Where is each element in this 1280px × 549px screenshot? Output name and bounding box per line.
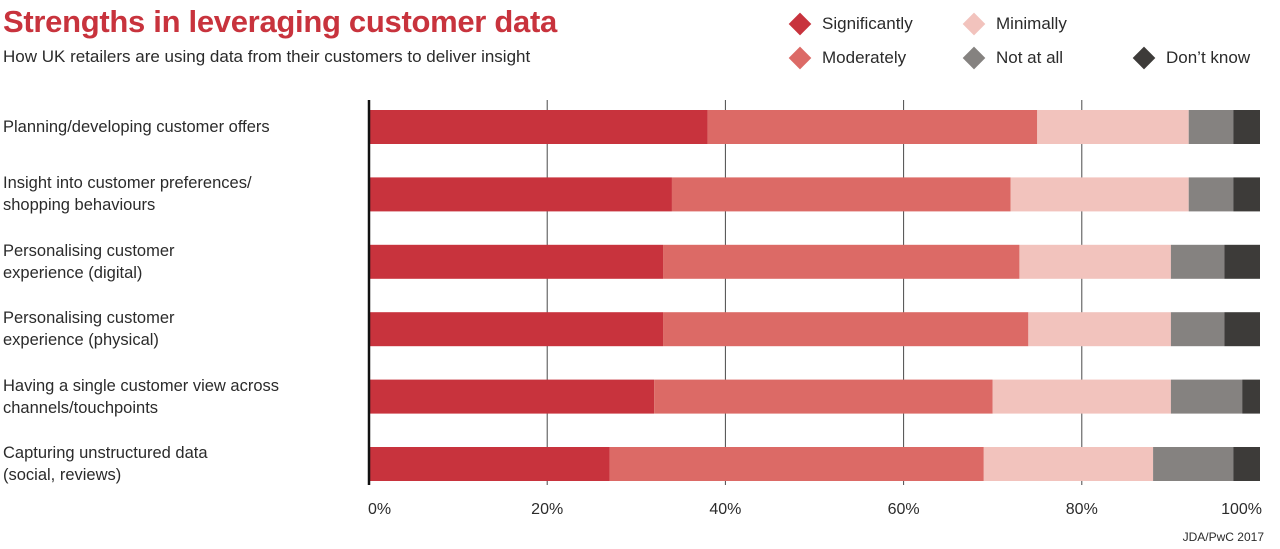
category-label-line: Personalising customer: [3, 241, 175, 260]
category-label: Insight into customer preferences/shoppi…: [3, 172, 252, 216]
category-label-line: Planning/developing customer offers: [3, 118, 270, 136]
bar-segment: [1037, 110, 1189, 144]
legend-label: Minimally: [996, 14, 1067, 33]
chart-title: Strengths in leveraging customer data: [3, 4, 557, 39]
category-label: Personalising customer experience (physic…: [3, 307, 175, 351]
legend-label: Don’t know: [1166, 48, 1251, 67]
bar-segment: [1028, 312, 1171, 347]
legend-item-moderately: Moderately: [788, 46, 906, 70]
category-label-line: Capturing unstructured data: [3, 444, 208, 462]
x-tick-label: 0%: [368, 501, 391, 518]
bar-segment: [369, 447, 610, 481]
bar-segment: [1233, 447, 1260, 481]
legend-label: Not at all: [996, 48, 1064, 67]
category-label: Personalising customer experience (digita…: [3, 240, 175, 284]
category-label-line: Personalising customer: [3, 309, 175, 328]
bar-segment: [1242, 379, 1260, 414]
bar-segment: [1233, 177, 1260, 212]
bar-segment: [1010, 177, 1189, 212]
x-tick-label: 20%: [531, 501, 563, 518]
legend-item-not-at-all: Not at all: [962, 46, 1063, 70]
category-label-line: Insight into customer preferences/: [3, 174, 252, 193]
bar-segment: [369, 177, 672, 212]
category-label-line: shopping behaviours: [3, 196, 156, 215]
legend-item-minimally: Minimally: [962, 12, 1067, 36]
category-label-line: (social, reviews): [3, 466, 122, 484]
bar-segment: [1233, 110, 1260, 144]
bar-segment: [1170, 379, 1243, 414]
bar-segment: [369, 110, 708, 144]
x-tick-label: 40%: [709, 501, 741, 518]
bar-segment: [992, 379, 1171, 414]
legend-item-significantly: Significantly: [788, 12, 913, 36]
x-tick-label: 80%: [1066, 501, 1098, 518]
bar-segment: [983, 447, 1154, 481]
bar-segment: [1224, 312, 1260, 347]
bar-segment: [609, 447, 984, 481]
chart-subtitle: How UK retailers are using data from the…: [3, 47, 531, 66]
category-label-line: channels/touchpoints: [3, 398, 159, 417]
x-tick-label: 60%: [888, 501, 920, 518]
bar-segment: [707, 110, 1038, 144]
source-note: JDA/PwC 2017: [1182, 530, 1264, 544]
bar-segment: [663, 312, 1029, 347]
bar-segment: [1188, 177, 1234, 212]
bar-segment: [1170, 244, 1225, 279]
legend-label: Moderately: [822, 48, 907, 67]
bar-segment: [1170, 312, 1225, 347]
bar-segment: [1153, 447, 1234, 481]
bar-segment: [654, 379, 993, 414]
category-label-line: experience (physical): [3, 331, 159, 350]
bar-segment: [369, 312, 664, 347]
bar-segment: [1224, 244, 1260, 279]
bar-segment: [671, 177, 1011, 212]
x-tick-label: 100%: [1221, 501, 1262, 518]
bar-segment: [369, 244, 664, 279]
bar-segment: [1188, 110, 1234, 144]
legend-label: Significantly: [822, 14, 913, 33]
category-label: Capturing unstructured data (social, revi…: [3, 442, 208, 486]
bar-segment: [369, 379, 655, 414]
category-label: Having a single customer view across chan…: [3, 375, 279, 419]
bar-segment: [663, 244, 1020, 279]
bar-segment: [1019, 244, 1171, 279]
category-label: Planning/developing customer offers: [3, 116, 270, 138]
legend-item-dont-know: Don’t know: [1132, 46, 1250, 70]
category-label-line: experience (digital): [3, 263, 143, 282]
category-label-line: Having a single customer view across: [3, 376, 280, 395]
